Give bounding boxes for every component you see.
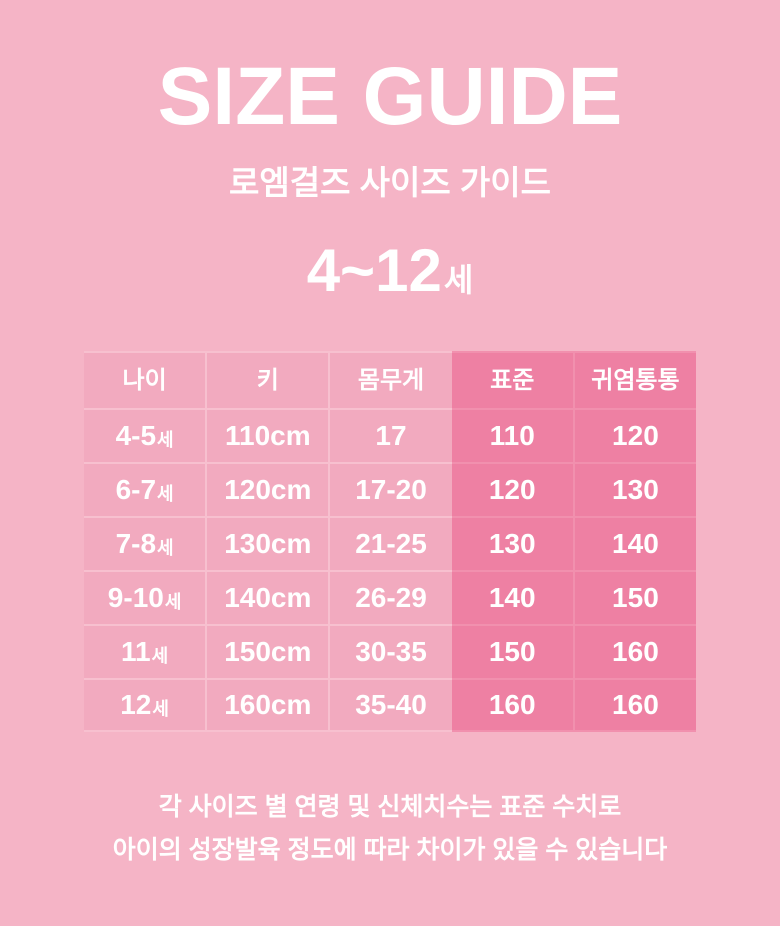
size-table: 나이 키 몸무게 표준 귀염통통 4-5 세 110cm 17 110 120 6… (84, 351, 697, 733)
cell-weight: 26-29 (328, 570, 452, 625)
table-row: 6-7 세 120cm 17-20 120 130 (84, 462, 697, 517)
page-subtitle: 로엠걸즈 사이즈 가이드 (229, 164, 551, 201)
column-header-chubby: 귀염통통 (572, 351, 697, 409)
footer-line-1: 각 사이즈 별 연령 및 신체치수는 표준 수치로 (158, 793, 622, 822)
table-row: 4-5 세 110cm 17 110 120 (84, 408, 697, 463)
cell-standard: 120 (451, 462, 573, 517)
table-row: 7-8 세 130cm 21-25 130 140 (84, 516, 697, 571)
footer-note: 각 사이즈 별 연령 및 신체치수는 표준 수치로 아이의 성장발육 정도에 따… (0, 786, 780, 872)
column-header-age: 나이 (84, 351, 206, 409)
cell-chubby: 150 (572, 570, 697, 625)
cell-chubby: 140 (572, 516, 697, 571)
cell-age: 6-7 세 (84, 462, 206, 517)
age-range: 4~12세 (0, 241, 780, 301)
age-suffix: 세 (157, 483, 174, 504)
column-header-weight: 몸무게 (328, 351, 452, 409)
cell-age: 4-5 세 (84, 408, 206, 463)
column-header-standard: 표준 (451, 351, 573, 409)
cell-standard: 110 (451, 408, 573, 463)
cell-age: 7-8 세 (84, 516, 206, 571)
age-range-value: 4~12 (306, 237, 442, 305)
cell-height: 160cm (205, 678, 329, 733)
cell-weight: 30-35 (328, 624, 452, 679)
age-value: 7-8 (115, 528, 157, 560)
table-row: 9-10 세 140cm 26-29 140 150 (84, 570, 697, 625)
cell-height: 140cm (205, 570, 329, 625)
table-row: 12 세 160cm 35-40 160 160 (84, 678, 697, 733)
table-header-row: 나이 키 몸무게 표준 귀염통통 (84, 351, 697, 409)
cell-chubby: 160 (572, 678, 697, 733)
age-value: 6-7 (115, 474, 157, 506)
cell-standard: 160 (451, 678, 573, 733)
age-suffix: 세 (157, 537, 174, 558)
age-suffix: 세 (164, 591, 182, 612)
cell-height: 150cm (205, 624, 329, 679)
cell-weight: 21-25 (328, 516, 452, 571)
cell-age: 9-10 세 (84, 570, 206, 625)
cell-weight: 35-40 (328, 678, 452, 733)
cell-standard: 130 (451, 516, 573, 571)
age-value: 12 (120, 689, 152, 721)
footer-line-2: 아이의 성장발육 정도에 따라 차이가 있을 수 있습니다 (112, 836, 668, 865)
cell-height: 120cm (205, 462, 329, 517)
table-row: 11 세 150cm 30-35 150 160 (84, 624, 697, 679)
age-suffix: 세 (157, 429, 174, 450)
cell-weight: 17-20 (328, 462, 452, 517)
cell-chubby: 120 (572, 408, 697, 463)
age-value: 9-10 (107, 582, 164, 614)
age-suffix: 세 (151, 645, 169, 666)
cell-standard: 150 (451, 624, 573, 679)
cell-age: 12 세 (84, 678, 206, 733)
cell-height: 110cm (205, 408, 329, 463)
cell-age: 11 세 (84, 624, 206, 679)
cell-weight: 17 (328, 408, 452, 463)
cell-standard: 140 (451, 570, 573, 625)
page-title: SIZE GUIDE (157, 51, 623, 142)
age-range-suffix: 세 (443, 262, 474, 299)
age-suffix: 세 (152, 698, 169, 719)
cell-chubby: 160 (572, 624, 697, 679)
cell-height: 130cm (205, 516, 329, 571)
age-value: 11 (121, 636, 151, 668)
cell-chubby: 130 (572, 462, 697, 517)
column-header-height: 키 (205, 351, 329, 409)
age-value: 4-5 (115, 420, 157, 452)
